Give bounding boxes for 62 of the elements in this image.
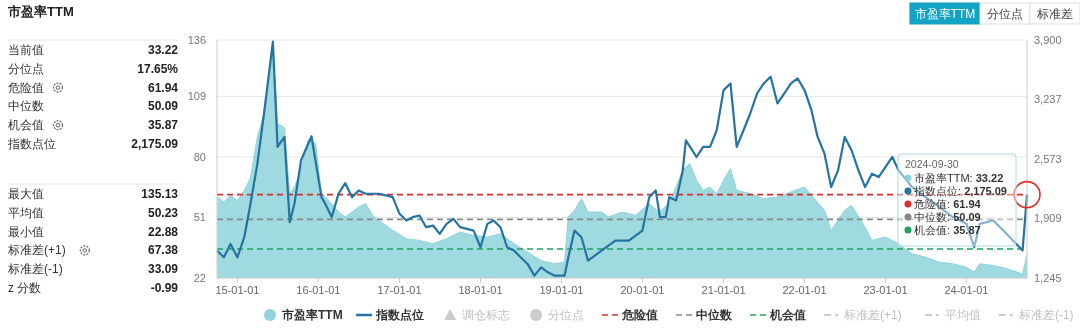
text: 分位点: [548, 308, 585, 322]
text: 135.13: [141, 187, 179, 201]
x-tick-label: 17-01-01: [377, 284, 422, 296]
text: 最大值: [8, 187, 44, 201]
legend-label: 中位数: [696, 308, 734, 322]
text: 调仓标志: [462, 308, 511, 322]
text: 市盈率TTM: [914, 7, 976, 21]
text: 市盈率TTM: [7, 4, 74, 19]
text: 67.38: [147, 243, 179, 258]
text: 35.87: [147, 118, 179, 133]
text: 标准差(-1): [7, 262, 63, 277]
text: 平均值: [8, 205, 44, 220]
text: 机会值: [8, 118, 44, 133]
y-tick-label: 109: [187, 90, 206, 103]
text: 22.88: [147, 224, 179, 239]
legend-label: 市盈率TTM: [281, 308, 343, 322]
y-tick-label: 22: [193, 272, 206, 284]
annotation: 2024-09-30: [905, 158, 959, 170]
x-tick-label: 21-01-01: [701, 284, 746, 296]
legend-label: 危险值: [621, 308, 659, 322]
annotation: 中位数: 50.09: [914, 211, 981, 223]
x-tick-label: 20-01-01: [620, 284, 665, 296]
text: 标准差(+1): [843, 308, 902, 322]
text: 指数点位: [7, 137, 56, 151]
text: -0.99: [150, 281, 179, 295]
text: 标准差(-1): [1017, 308, 1074, 322]
y2-tick-label: 3,900: [1034, 34, 1062, 46]
x-tick-label: 23-01-01: [863, 284, 908, 296]
text: 33.09: [147, 262, 179, 277]
text: 危险值: [8, 80, 44, 95]
x-tick-label: 19-01-01: [539, 284, 584, 296]
text: 当前值: [8, 43, 44, 57]
x-tick-label: 18-01-01: [458, 284, 503, 296]
y-tick-label: 136: [187, 34, 206, 46]
y2-tick-label: 1,245: [1034, 272, 1062, 284]
legend-label: 机会值: [769, 308, 807, 322]
text: 中位数: [8, 99, 44, 114]
y2-tick-label: 3,237: [1034, 93, 1062, 106]
legend-label: 指数点位: [375, 308, 425, 322]
text: 2,175.09: [131, 137, 179, 151]
text: 50.23: [147, 205, 179, 220]
x-tick-label: 24-01-01: [944, 284, 989, 296]
text: 50.09: [147, 99, 179, 114]
text: 标准差(+1): [7, 243, 66, 258]
text: 平均值: [944, 308, 981, 322]
y2-tick-label: 2,573: [1034, 152, 1062, 165]
x-tick-label: 22-01-01: [782, 284, 827, 296]
annotation: 危险值: 61.94: [914, 198, 982, 210]
text: 最小值: [8, 224, 44, 239]
text: z 分数: [8, 281, 42, 295]
x-tick-label: 15-01-01: [215, 284, 260, 296]
x-tick-label: 16-01-01: [296, 284, 341, 296]
y-tick-label: 51: [193, 211, 206, 224]
text: 33.22: [147, 43, 179, 57]
text: 标准差: [1036, 7, 1073, 21]
y2-tick-label: 1,909: [1034, 212, 1062, 225]
annotation: 市盈率TTM: 33.22: [914, 172, 1004, 184]
text: 61.94: [147, 80, 179, 95]
text: 分位点: [987, 7, 1023, 21]
text: 分位点: [8, 61, 44, 76]
y-tick-label: 80: [193, 150, 206, 163]
text: 17.65%: [137, 61, 179, 76]
